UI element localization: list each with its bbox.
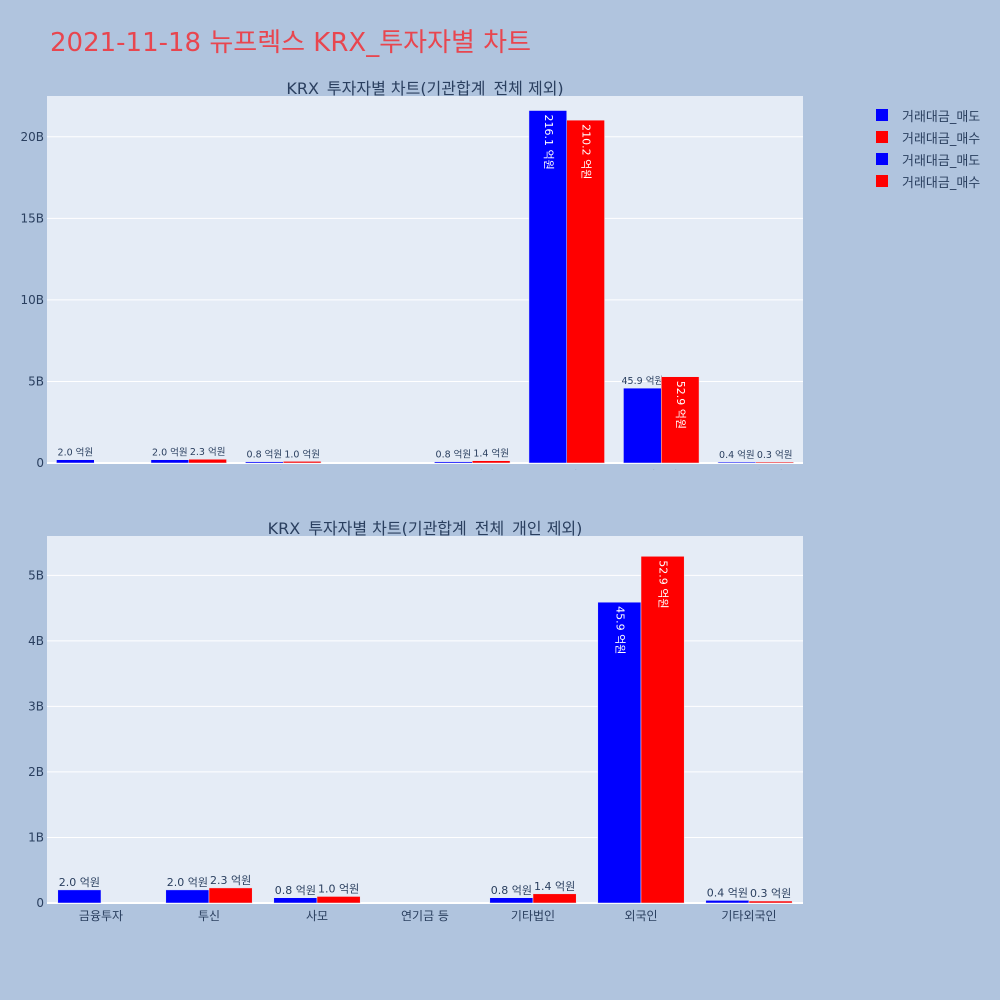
data-label: 45.9 억원 <box>622 375 664 387</box>
bar <box>150 459 189 464</box>
data-label: 0.8 억원 <box>491 884 532 897</box>
legend-swatch-sell <box>876 109 888 121</box>
bar <box>566 119 605 464</box>
legend-item[interactable]: 거래대금_매수 <box>876 126 980 148</box>
bar <box>717 461 757 464</box>
x-tick-label: 기타법인 <box>450 469 494 470</box>
bar <box>661 376 700 464</box>
y-tick-label: 5B <box>28 374 44 388</box>
bar <box>56 459 95 464</box>
data-label: 0.8 억원 <box>436 449 472 461</box>
bar <box>273 897 318 904</box>
y-tick-label: 5B <box>28 568 44 582</box>
data-label: 1.0 억원 <box>284 448 320 460</box>
chart-title: KRX_투자자별 차트(기관합계_전체 제외) <box>286 79 563 99</box>
data-label: 1.4 억원 <box>473 448 509 460</box>
legend-swatch-buy <box>876 131 888 143</box>
data-label: 0.4 억원 <box>707 886 748 899</box>
bar <box>245 461 284 464</box>
chart-title: KRX_투자자별 차트(기관합계_전체_개인 제외) <box>268 519 583 539</box>
bar <box>283 461 322 464</box>
bar <box>748 900 793 904</box>
y-tick-label: 2B <box>28 765 44 779</box>
bar <box>755 461 794 464</box>
y-tick-label: 20B <box>20 130 44 144</box>
legend-item[interactable]: 거래대금_매수 <box>876 170 980 192</box>
legend-label: 거래대금_매수 <box>902 131 981 147</box>
data-label: 0.3 억원 <box>750 887 791 900</box>
data-label: 1.0 억원 <box>318 882 359 895</box>
bar <box>532 893 577 904</box>
data-label: 52.9 억원 <box>657 560 670 608</box>
x-tick-label: 개인 <box>556 469 578 470</box>
data-label: 210.2 억원 <box>580 124 593 179</box>
bar <box>528 110 568 464</box>
bar <box>165 889 210 904</box>
data-label: 2.0 억원 <box>59 876 100 889</box>
x-tick-label: 외국인 <box>645 469 678 470</box>
legend-label: 거래대금_매도 <box>902 109 981 125</box>
legend-swatch-buy <box>876 175 888 187</box>
x-tick-label: 투신 <box>198 909 220 923</box>
x-tick-label: 기타외국인 <box>721 909 776 923</box>
data-label: 52.9 억원 <box>674 381 687 429</box>
data-label: 2.0 억원 <box>152 447 188 459</box>
y-tick-label: 10B <box>20 293 44 307</box>
y-tick-label: 4B <box>28 634 44 648</box>
data-label: 1.4 억원 <box>534 880 575 893</box>
x-tick-label: 사모 <box>306 909 328 923</box>
legend-item[interactable]: 거래대금_매도 <box>876 104 980 126</box>
x-tick-label: 연기금 등 <box>401 909 449 923</box>
bar <box>434 461 473 464</box>
chart-bottom: KRX_투자자별 차트(기관합계_전체_개인 제외) 0 1B 2B 3B 4B 5B 금융투… <box>28 519 803 923</box>
legend-item[interactable]: 거래대금_매도 <box>876 148 980 170</box>
x-tick-label: 사모 <box>272 469 294 470</box>
bar <box>208 887 253 904</box>
x-tick-label: 기타외국인 <box>728 469 783 470</box>
data-label: 45.9 억원 <box>613 606 626 654</box>
legend-label: 거래대금_매도 <box>902 153 981 169</box>
page-title: 2021-11-18 뉴프렉스 KRX_투자자별 차트 <box>50 28 532 58</box>
data-label: 2.0 억원 <box>167 876 208 889</box>
chart-top: KRX_투자자별 차트(기관합계_전체 제외) 0 5B 10B 15B 20B 금융투자 2… <box>20 79 803 470</box>
legend-swatch-sell <box>876 153 888 165</box>
bar <box>640 556 685 904</box>
data-label: 2.3 억원 <box>190 446 226 458</box>
legend: 거래대금_매도 거래대금_매수 거래대금_매도 거래대금_매수 <box>876 104 980 192</box>
bar <box>489 897 534 904</box>
plot-area <box>47 536 803 903</box>
y-tick-label: 3B <box>28 699 44 713</box>
bar <box>188 458 227 464</box>
bar <box>597 601 642 904</box>
bar <box>472 460 511 464</box>
y-tick-label: 1B <box>28 830 44 844</box>
x-tick-label: 금융투자 <box>79 909 123 923</box>
data-label: 0.8 억원 <box>275 884 316 897</box>
x-tick-label: 투신 <box>178 469 200 470</box>
bar <box>57 889 102 904</box>
data-label: 2.3 억원 <box>210 874 251 887</box>
y-tick-label: 0 <box>36 456 44 470</box>
x-tick-label: 기타법인 <box>511 909 555 923</box>
data-label: 0.8 억원 <box>247 449 283 461</box>
legend-label: 거래대금_매수 <box>902 175 981 191</box>
x-tick-label: 금융투자 <box>72 469 116 470</box>
bar <box>705 900 750 904</box>
data-label: 0.4 억원 <box>719 449 755 461</box>
y-tick-label: 15B <box>20 211 44 225</box>
data-label: 0.3 억원 <box>757 449 793 461</box>
bar <box>316 896 361 904</box>
bar <box>623 387 662 464</box>
x-tick-label: 외국인 <box>624 909 657 923</box>
y-tick-label: 0 <box>36 896 44 910</box>
data-label: 216.1 억원 <box>542 115 555 170</box>
x-tick-label: 연기금 등 <box>354 469 402 470</box>
data-label: 2.0 억원 <box>58 447 94 459</box>
